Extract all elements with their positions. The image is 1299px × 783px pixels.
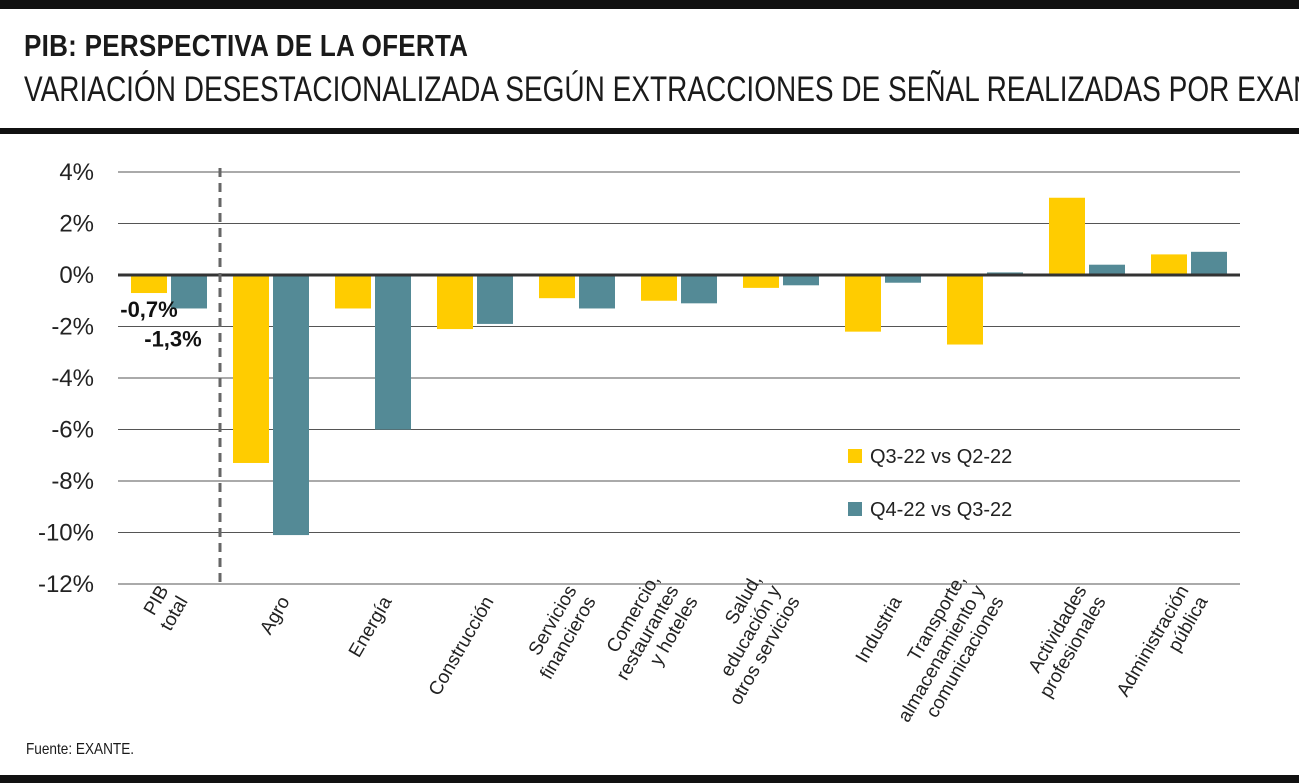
chart-title: PIB: PERSPECTIVA DE LA OFERTA: [24, 28, 469, 63]
y-tick-label: -8%: [51, 468, 94, 495]
top-rule: [0, 0, 1299, 9]
x-tick-label: Transporte,almacenamiento ycomunicacione…: [894, 571, 1008, 726]
y-tick-label: 0%: [59, 262, 94, 289]
y-tick-label: 4%: [59, 159, 94, 186]
bar-q4-0: [171, 275, 207, 309]
bar-q3-0: [131, 275, 167, 294]
legend-label: Q3-22 vs Q2-22: [870, 446, 1012, 468]
y-tick-label: -6%: [51, 417, 94, 444]
data-label: -1,3%: [144, 326, 201, 351]
header-rule: [0, 128, 1299, 134]
bar-q4-7: [885, 275, 921, 283]
bottom-rule: [0, 775, 1299, 783]
x-tick-label: Agro: [256, 593, 294, 638]
bar-q4-4: [579, 275, 615, 309]
bar-q3-7: [845, 275, 881, 332]
x-tick-label: Energía: [345, 593, 397, 662]
x-tick-label-line: Agro: [256, 593, 294, 638]
chart-subtitle: VARIACIÓN DESESTACIONALIZADA SEGÚN EXTRA…: [24, 70, 1299, 109]
x-tick-label: Industria: [852, 593, 907, 667]
x-tick-label: Construcción: [425, 593, 499, 700]
legend-label: Q4-22 vs Q3-22: [870, 499, 1012, 521]
bar-q3-4: [539, 275, 575, 299]
y-tick-label: -10%: [38, 520, 94, 547]
bar-q3-9: [1049, 197, 1085, 275]
legend-swatch: [848, 502, 862, 516]
y-tick-label: -2%: [51, 314, 94, 341]
y-tick-label: -12%: [38, 571, 94, 598]
data-label: -0,7%: [120, 297, 177, 322]
legend-swatch: [848, 449, 862, 463]
bar-q3-5: [641, 275, 677, 301]
bar-q4-6: [783, 275, 819, 286]
bar-q4-3: [477, 275, 513, 324]
bar-q3-6: [743, 275, 779, 288]
bar-q4-10: [1191, 251, 1227, 275]
bar-q4-5: [681, 275, 717, 304]
y-tick-label: -4%: [51, 365, 94, 392]
x-tick-label-line: Energía: [345, 593, 397, 662]
bar-q4-9: [1089, 264, 1125, 275]
bar-q3-3: [437, 275, 473, 330]
y-tick-label: 2%: [59, 211, 94, 238]
bar-q3-10: [1151, 254, 1187, 275]
bar-q3-8: [947, 275, 983, 345]
x-tick-label-line: Industria: [852, 593, 907, 667]
source-note: Fuente: EXANTE.: [26, 741, 135, 758]
bar-q3-1: [233, 275, 269, 463]
bar-q4-2: [375, 275, 411, 430]
bar-q3-2: [335, 275, 371, 309]
x-tick-label-line: Construcción: [425, 593, 499, 700]
bar-q4-1: [273, 275, 309, 536]
bar-chart: 4% 2% 0% -2% -4% -6% -8% -10% -12% -0,7% -1,3% PIBt…: [38, 159, 1240, 726]
